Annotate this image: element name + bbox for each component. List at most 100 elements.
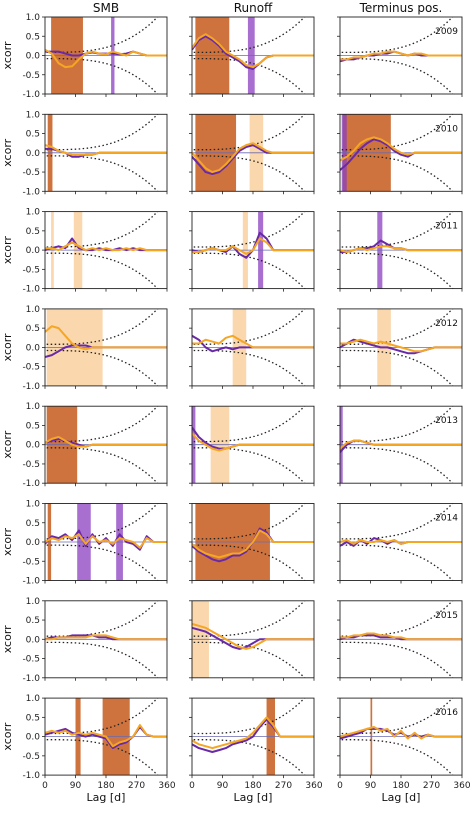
x-tick-label: 90: [70, 781, 82, 791]
xcorr-series-orange: [340, 632, 462, 641]
significance-upper-curve: [193, 503, 306, 540]
significance-upper-curve: [341, 211, 454, 248]
significance-lower-curve: [193, 641, 306, 678]
significance-lower-curve: [46, 349, 159, 386]
y-tick-label: -0.5: [22, 557, 40, 567]
xcorr-series-orange: [192, 237, 314, 255]
x-tick-label: 90: [365, 781, 377, 791]
year-label-7: 2016: [435, 708, 458, 718]
column-title-1: Runoff: [234, 1, 273, 15]
year-label-4: 2013: [435, 416, 458, 426]
y-tick-label: 1.0: [26, 208, 41, 218]
y-tick-label: 0.0: [26, 635, 41, 645]
x-tick-label: 360: [158, 781, 175, 791]
y-tick-label: -1.0: [22, 674, 40, 684]
y-axis-label-5: xcorr: [1, 528, 14, 556]
significance-upper-curve: [46, 600, 159, 637]
y-tick-label: 1.0: [26, 500, 41, 510]
significance-upper-curve: [46, 211, 159, 248]
xcorr-series-purple: [192, 334, 314, 353]
significance-lower-curve: [341, 349, 454, 386]
year-label-6: 2015: [435, 611, 458, 621]
x-tick-label: 360: [453, 781, 470, 791]
y-tick-label: 0.0: [26, 441, 41, 451]
y-axis-label-3: xcorr: [1, 333, 14, 361]
xcorr-series-purple: [45, 529, 167, 551]
y-tick-label: 0.0: [26, 149, 41, 159]
significance-upper-curve: [193, 211, 306, 248]
xcorr-series-orange: [45, 241, 167, 252]
x-tick-label: 0: [337, 781, 343, 791]
xcorr-series-orange: [45, 325, 167, 351]
y-tick-label: 1.0: [26, 694, 41, 704]
y-tick-label: -0.5: [22, 363, 40, 373]
y-axis-label-6: xcorr: [1, 625, 14, 653]
x-tick-label: 0: [42, 781, 48, 791]
significance-upper-curve: [193, 308, 306, 345]
y-tick-label: 1.0: [26, 305, 41, 315]
y-tick-label: -1.0: [22, 577, 40, 587]
xcorr-series-orange: [340, 726, 462, 740]
y-tick-label: 1.0: [26, 110, 41, 120]
y-tick-label: 0.5: [26, 616, 40, 626]
significance-upper-curve: [193, 17, 306, 54]
x-axis-label-0: Lag [d]: [87, 791, 126, 804]
significance-lower-curve: [46, 641, 159, 678]
x-tick-label: 90: [217, 781, 229, 791]
significance-lower-curve: [341, 739, 454, 776]
y-tick-label: -1.0: [22, 187, 40, 197]
y-axis-label-0: xcorr: [1, 41, 14, 69]
significance-lower-curve: [341, 252, 454, 289]
significance-lower-curve: [46, 544, 159, 581]
significance-lower-curve: [46, 739, 159, 776]
significance-lower-curve: [193, 252, 306, 289]
significance-lower-curve: [341, 57, 454, 94]
year-label-5: 2014: [435, 514, 458, 524]
xcorr-series-orange: [340, 50, 462, 61]
x-tick-label: 270: [423, 781, 440, 791]
y-axis-label-4: xcorr: [1, 430, 14, 458]
y-tick-label: -0.5: [22, 460, 40, 470]
significance-lower-curve: [46, 57, 159, 94]
significance-upper-curve: [193, 406, 306, 443]
xcorr-series-orange: [45, 48, 167, 69]
y-tick-label: 1.0: [26, 402, 41, 412]
y-tick-label: 1.0: [26, 597, 41, 607]
xcorr-series-orange: [45, 634, 167, 641]
xcorr-series-orange: [45, 724, 167, 748]
year-label-3: 2012: [435, 319, 458, 329]
significance-lower-curve: [341, 641, 454, 678]
significance-lower-curve: [46, 252, 159, 289]
year-label-2: 2011: [435, 222, 458, 232]
year-label-0: 2009: [435, 27, 458, 37]
xcorr-series-orange: [340, 439, 462, 450]
xcorr-series-purple: [340, 439, 462, 454]
significance-upper-curve: [341, 503, 454, 540]
significance-upper-curve: [46, 503, 159, 540]
y-tick-label: -0.5: [22, 655, 40, 665]
y-tick-label: 1.0: [26, 13, 41, 23]
significance-upper-curve: [341, 698, 454, 735]
y-tick-label: 0.5: [26, 130, 40, 140]
significance-upper-curve: [46, 308, 159, 345]
significance-lower-curve: [341, 155, 454, 192]
y-axis-label-7: xcorr: [1, 722, 14, 750]
significance-upper-curve: [341, 308, 454, 345]
x-tick-label: 270: [128, 781, 145, 791]
significance-lower-curve: [193, 57, 306, 94]
y-tick-label: 0.5: [26, 32, 40, 42]
significance-upper-curve: [46, 698, 159, 735]
significance-upper-curve: [341, 114, 454, 151]
y-tick-label: -0.5: [22, 168, 40, 178]
y-tick-label: 0.0: [26, 343, 41, 353]
y-tick-label: 0.5: [26, 324, 40, 334]
xcorr-series-orange: [45, 144, 167, 156]
y-tick-label: -0.5: [22, 752, 40, 762]
y-tick-label: 0.0: [26, 246, 41, 256]
significance-lower-curve: [193, 155, 306, 192]
xcorr-series-orange: [192, 142, 314, 174]
xcorr-series-orange: [45, 436, 167, 448]
xcorr-series-orange: [192, 716, 314, 750]
y-tick-label: 0.5: [26, 421, 40, 431]
